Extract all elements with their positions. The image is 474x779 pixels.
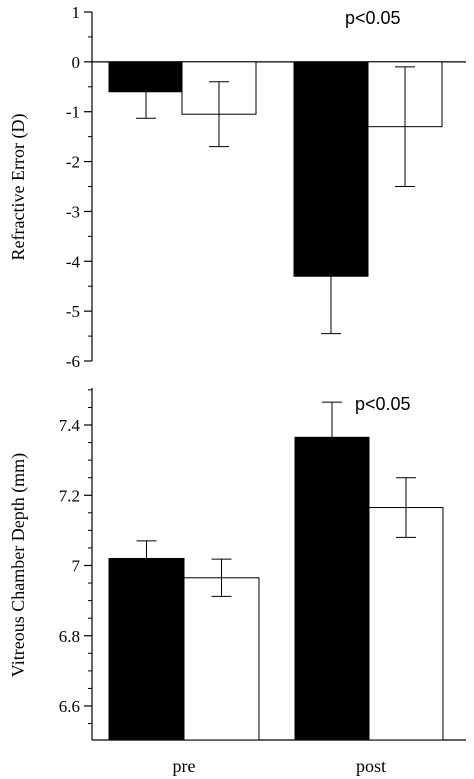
y-tick-label: -3 bbox=[66, 202, 80, 221]
y-tick-label: 0 bbox=[72, 53, 81, 72]
y-tick-label: -6 bbox=[66, 352, 80, 371]
y-tick-label: -1 bbox=[66, 103, 80, 122]
bar-pre-series-1 bbox=[108, 557, 185, 741]
bar-pre-series-2 bbox=[183, 577, 260, 741]
vitreous-chamber-depth-panel: 7.4 7.2 7 6.8 6.6 Vitreous Chamber Depth (mm)… bbox=[8, 388, 466, 776]
p-value-annotation: p<0.05 bbox=[355, 394, 411, 414]
x-tick-label-pre: pre bbox=[173, 756, 196, 776]
y-tick-label: 6.8 bbox=[59, 627, 80, 646]
bar-post-series-2 bbox=[368, 507, 444, 741]
y-tick-label: 7 bbox=[72, 557, 81, 576]
y-axis-label: Vitreous Chamber Depth (mm) bbox=[8, 453, 29, 677]
y-tick-label: 6.6 bbox=[59, 697, 80, 716]
x-tick-label-post: post bbox=[356, 756, 386, 776]
y-tick-label: 7.2 bbox=[59, 486, 80, 505]
y-tick-label: -5 bbox=[66, 302, 80, 321]
refractive-error-panel: 1 0 -1 -2 -3 -4 -5 -6 Refractive Error (D) p<0.05 bbox=[8, 3, 466, 371]
y-tick-label: 1 bbox=[72, 3, 81, 22]
y-tick-label: -2 bbox=[66, 153, 80, 172]
p-value-annotation: p<0.05 bbox=[345, 8, 401, 28]
y-tick-label: -4 bbox=[66, 252, 81, 271]
y-axis-label: Refractive Error (D) bbox=[8, 114, 29, 261]
bar-post-series-1 bbox=[294, 436, 370, 741]
y-tick-label: 7.4 bbox=[59, 416, 81, 435]
